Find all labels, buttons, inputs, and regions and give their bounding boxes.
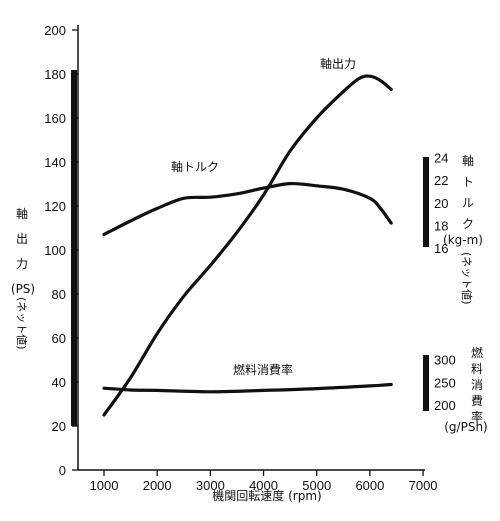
fuel-label-char-3: 消 xyxy=(471,378,483,392)
y-tick-label: 160 xyxy=(44,111,66,126)
series-label-power: 軸出力 xyxy=(320,57,356,71)
left-label-char-2: 出 xyxy=(16,232,28,246)
torque-tick-label: 16 xyxy=(434,241,448,256)
left-label-unit: (PS) xyxy=(11,282,35,296)
torque-label-char-1: 軸 xyxy=(462,154,474,168)
x-tick-label: 5000 xyxy=(302,478,331,493)
torque-tick-label: 18 xyxy=(434,218,448,233)
torque-axis-ticks: 16 18 20 22 24 xyxy=(434,151,448,256)
fuel-label-char-2: 料 xyxy=(471,362,483,376)
y-tick-label: 120 xyxy=(44,199,66,214)
y-tick-label: 80 xyxy=(52,287,66,302)
left-scale-bar xyxy=(71,70,77,426)
y-tick-label: 140 xyxy=(44,155,66,170)
fuel-tick-label: 250 xyxy=(434,375,456,390)
left-axis-ticks: 0 20 40 60 80 100 120 140 160 180 200 xyxy=(44,23,78,478)
torque-label-char-4: ク xyxy=(462,217,474,231)
fuel-label-char-1: 燃 xyxy=(471,345,483,360)
fuel-label-char-4: 費 xyxy=(471,393,483,408)
x-tick-label: 2000 xyxy=(143,478,172,493)
series-curves xyxy=(102,74,393,417)
y-tick-label: 180 xyxy=(44,67,66,82)
y-tick-label: 100 xyxy=(44,243,66,258)
torque-tick-label: 20 xyxy=(434,196,448,211)
y-tick-label: 20 xyxy=(52,419,66,434)
x-tick-label: 4000 xyxy=(249,478,278,493)
y-tick-label: 200 xyxy=(44,23,66,38)
x-axis-label: 機関回転速度 (rpm) xyxy=(212,488,321,503)
y-tick-label: 0 xyxy=(59,463,66,478)
fuel-unit: (g/PSh) xyxy=(444,420,487,434)
fuel-label-char-5: 率 xyxy=(471,409,483,424)
torque-tick-label: 22 xyxy=(434,173,448,188)
x-tick-label: 3000 xyxy=(196,478,225,493)
fuel-tick-label: 200 xyxy=(434,398,456,413)
series-label-fuel: 燃料消費率 xyxy=(233,362,293,377)
series-label-torque: 軸トルク xyxy=(171,160,219,174)
left-label-char-3: 力 xyxy=(16,257,28,271)
torque-label-char-3: ル xyxy=(462,196,474,210)
torque-unit: (kg-m) xyxy=(443,233,483,247)
x-tick-label: 1000 xyxy=(90,478,119,493)
torque-scale-bar xyxy=(423,157,429,247)
shaft-torque-curve xyxy=(102,181,393,236)
left-label-char-1: 軸 xyxy=(16,207,28,221)
x-axis-ticks: 1000 2000 3000 4000 5000 6000 7000 xyxy=(90,470,438,493)
y-tick-label: 60 xyxy=(52,331,66,346)
left-label-net: (ネット値) xyxy=(15,297,28,350)
fuel-axis-ticks: 200 250 300 xyxy=(434,353,456,414)
torque-label-net: (ネット値) xyxy=(460,252,473,305)
x-tick-label: 7000 xyxy=(409,478,438,493)
shaft-power-curve xyxy=(102,74,393,417)
torque-label-char-2: ト xyxy=(462,175,474,189)
torque-tick-label: 24 xyxy=(434,151,448,166)
y-tick-label: 40 xyxy=(52,375,66,390)
fuel-tick-label: 300 xyxy=(434,353,456,368)
fuel-consumption-curve xyxy=(102,382,393,394)
fuel-scale-bar xyxy=(423,355,429,411)
x-tick-label: 6000 xyxy=(355,478,384,493)
